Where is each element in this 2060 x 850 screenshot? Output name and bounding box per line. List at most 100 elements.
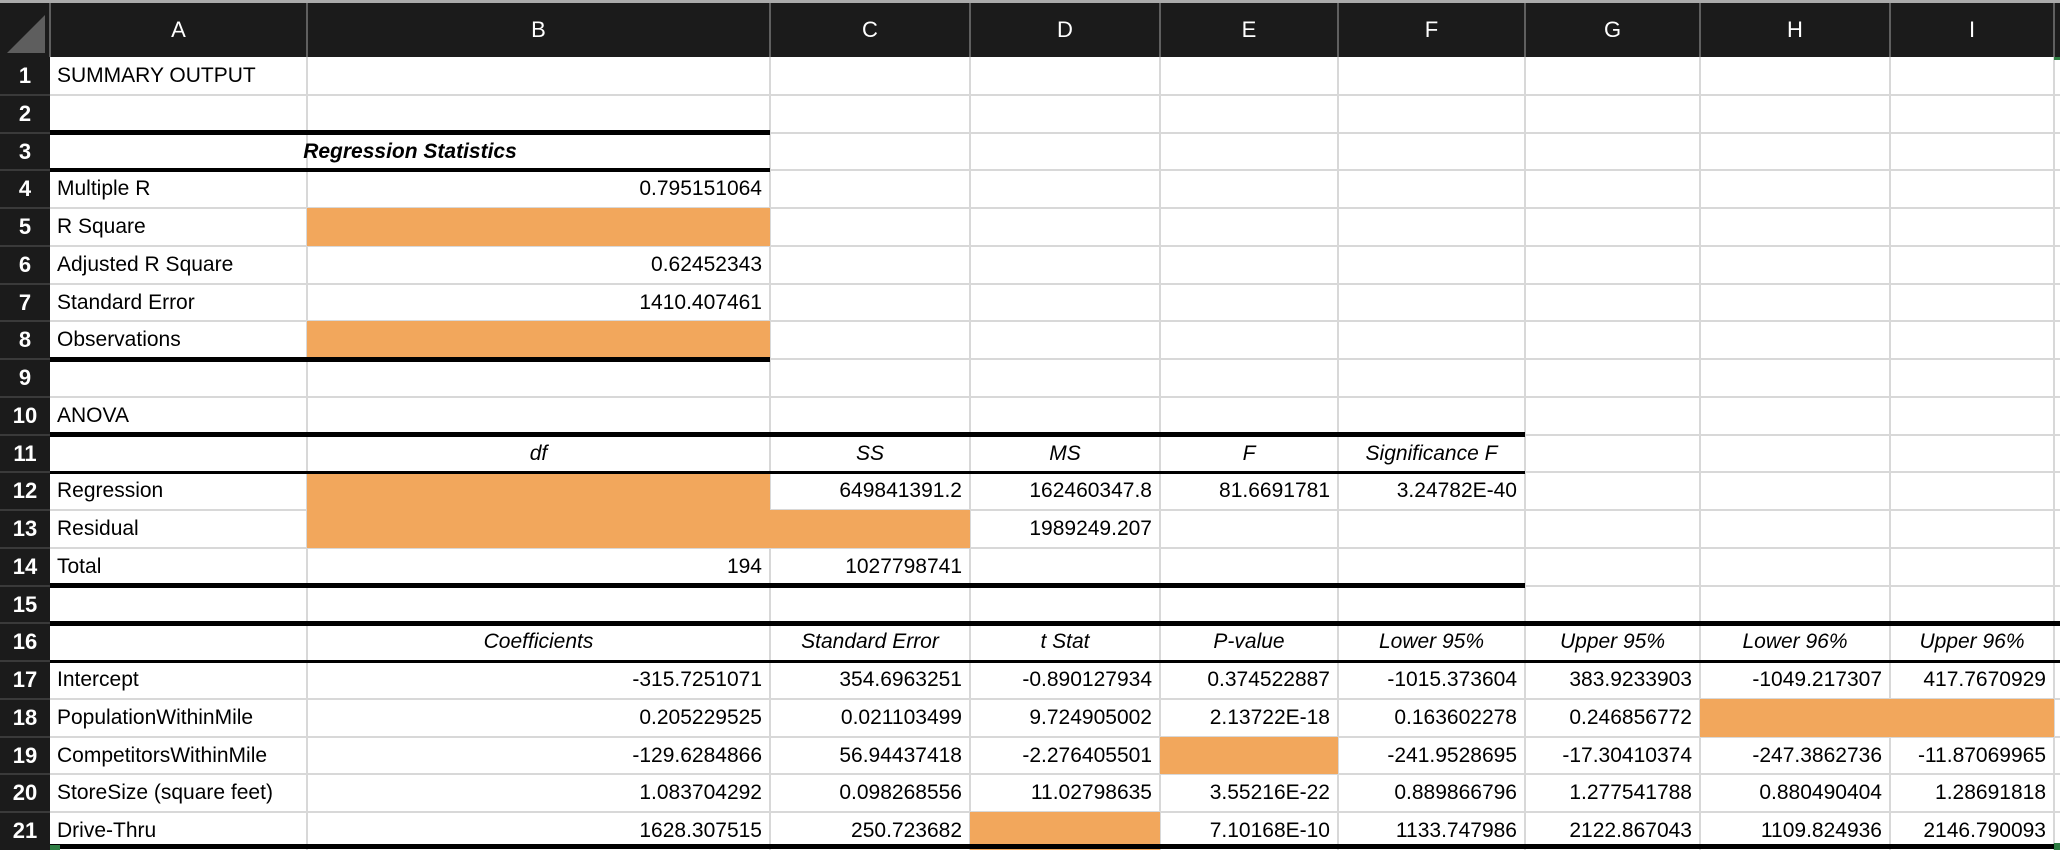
cell-F20[interactable]: 0.889866796 — [1394, 781, 1517, 805]
cell-E20[interactable]: 3.55216E-22 — [1209, 781, 1330, 805]
cell-H19[interactable]: -247.3862736 — [1752, 743, 1882, 767]
cell-C12[interactable]: 649841391.2 — [839, 479, 962, 503]
cell-A4[interactable]: Multiple R — [57, 177, 151, 201]
cell-F19[interactable]: -241.9528695 — [1387, 743, 1517, 767]
cell-A3:B3[interactable]: Regression Statistics — [303, 139, 517, 163]
highlighted-cell-B8[interactable] — [307, 321, 770, 360]
cell-D19[interactable]: -2.276405501 — [1022, 743, 1152, 767]
row-header-1[interactable]: 1 — [18, 63, 32, 88]
cell-H17[interactable]: -1049.217307 — [1752, 668, 1882, 692]
column-header-I[interactable]: I — [1968, 17, 1976, 42]
cell-C19[interactable]: 56.94437418 — [839, 743, 962, 767]
cell-A20[interactable]: StoreSize (square feet) — [57, 781, 273, 805]
cell-I17[interactable]: 417.7670929 — [1923, 668, 2046, 692]
row-header-9[interactable]: 9 — [18, 365, 32, 391]
cell-A14[interactable]: Total — [57, 554, 102, 578]
row-header-8[interactable]: 8 — [18, 327, 32, 353]
cell-E18[interactable]: 2.13722E-18 — [1209, 705, 1330, 729]
column-header-A[interactable]: A — [171, 17, 186, 42]
cell-H20[interactable]: 0.880490404 — [1759, 781, 1882, 805]
cell-G21[interactable]: 2122.867043 — [1569, 819, 1692, 843]
cell-A19[interactable]: CompetitorsWithinMile — [57, 743, 268, 767]
cell-D13[interactable]: 1989249.207 — [1029, 517, 1152, 541]
cell-B17[interactable]: -315.7251071 — [632, 668, 762, 692]
cell-C20[interactable]: 0.098268556 — [839, 781, 962, 805]
cell-B14[interactable]: 194 — [726, 554, 762, 578]
cell-C21[interactable]: 250.723682 — [851, 819, 962, 843]
highlighted-cell-B5[interactable] — [307, 208, 770, 246]
column-header-H[interactable]: H — [1787, 17, 1803, 42]
column-header-E[interactable]: E — [1241, 17, 1257, 42]
row-header-6[interactable]: 6 — [18, 251, 32, 277]
row-header-2[interactable]: 2 — [18, 100, 32, 126]
cell-B18[interactable]: 0.205229525 — [639, 705, 762, 729]
cell-D17[interactable]: -0.890127934 — [1022, 668, 1152, 692]
highlighted-cell-B13:C13[interactable] — [307, 510, 970, 548]
row-header-20[interactable]: 20 — [12, 780, 38, 806]
cell-A1[interactable]: SUMMARY OUTPUT — [57, 64, 256, 87]
cell-C17[interactable]: 354.6963251 — [839, 668, 962, 692]
row-header-15[interactable]: 15 — [12, 591, 38, 617]
cell-D12[interactable]: 162460347.8 — [1029, 479, 1152, 503]
cell-F18[interactable]: 0.163602278 — [1394, 705, 1517, 729]
row-header-4[interactable]: 4 — [18, 176, 32, 202]
row-header-16[interactable]: 16 — [12, 629, 38, 655]
row-header-21[interactable]: 21 — [12, 818, 38, 844]
cell-A7[interactable]: Standard Error — [57, 290, 195, 314]
row-header-19[interactable]: 19 — [12, 742, 38, 768]
cell-F17[interactable]: -1015.373604 — [1387, 668, 1517, 692]
cell-F11[interactable]: Significance F — [1365, 441, 1498, 465]
cell-C14[interactable]: 1027798741 — [845, 554, 962, 578]
cell-F21[interactable]: 1133.747986 — [1395, 819, 1517, 843]
column-header-C[interactable]: C — [862, 17, 878, 42]
cell-A13[interactable]: Residual — [57, 517, 139, 541]
highlighted-cell-H18:I18[interactable] — [1700, 698, 2054, 737]
cell-C16[interactable]: Standard Error — [801, 630, 939, 654]
cell-E21[interactable]: 7.10168E-10 — [1209, 819, 1330, 843]
highlighted-cell-E19[interactable] — [1160, 736, 1338, 775]
cell-I20[interactable]: 1.28691818 — [1935, 781, 2046, 805]
highlighted-cell-B12[interactable] — [307, 472, 770, 511]
select-all-corner[interactable] — [0, 3, 50, 57]
cell-D16[interactable]: t Stat — [1040, 630, 1090, 654]
cell-A12[interactable]: Regression — [57, 479, 164, 503]
column-header-F[interactable]: F — [1424, 17, 1439, 42]
cell-I19[interactable]: -11.87069965 — [1917, 743, 2046, 767]
row-header-12[interactable]: 12 — [12, 478, 38, 504]
cell-G19[interactable]: -17.30410374 — [1562, 743, 1692, 767]
cell-B16[interactable]: Coefficients — [483, 630, 594, 654]
row-header-17[interactable]: 17 — [12, 667, 38, 693]
cell-A6[interactable]: Adjusted R Square — [57, 252, 234, 276]
cell-B20[interactable]: 1.083704292 — [639, 781, 762, 805]
cell-D11[interactable]: MS — [1049, 441, 1081, 465]
cell-H21[interactable]: 1109.824936 — [1760, 819, 1882, 843]
column-header-B[interactable]: B — [531, 17, 546, 42]
column-header-G[interactable]: G — [1603, 17, 1622, 42]
cell-G17[interactable]: 383.9233903 — [1569, 668, 1692, 692]
row-header-10[interactable]: 10 — [12, 402, 38, 428]
cell-G18[interactable]: 0.246856772 — [1569, 705, 1692, 729]
cell-A17[interactable]: Intercept — [57, 668, 139, 692]
cell-B4[interactable]: 0.795151064 — [639, 177, 762, 201]
cell-E11[interactable]: F — [1242, 441, 1256, 465]
row-header-7[interactable]: 7 — [18, 289, 32, 315]
row-header-5[interactable]: 5 — [18, 214, 32, 240]
cell-A18[interactable]: PopulationWithinMile — [57, 705, 254, 729]
row-header-14[interactable]: 14 — [12, 553, 38, 579]
cell-B11[interactable]: df — [529, 441, 548, 465]
cell-A8[interactable]: Observations — [57, 328, 181, 352]
cell-B21[interactable]: 1628.307515 — [639, 819, 762, 843]
cell-H16[interactable]: Lower 96% — [1742, 630, 1848, 654]
cell-C11[interactable]: SS — [855, 441, 884, 465]
cell-F12[interactable]: 3.24782E-40 — [1396, 479, 1517, 503]
cell-E12[interactable]: 81.6691781 — [1219, 479, 1330, 503]
cell-G20[interactable]: 1.277541788 — [1569, 781, 1692, 805]
column-header-D[interactable]: D — [1057, 17, 1073, 42]
cell-I21[interactable]: 2146.790093 — [1923, 819, 2046, 843]
cell-E17[interactable]: 0.374522887 — [1207, 668, 1330, 692]
cell-D18[interactable]: 9.724905002 — [1029, 705, 1152, 729]
cell-A5[interactable]: R Square — [57, 215, 146, 239]
cell-B7[interactable]: 1410.407461 — [639, 290, 762, 314]
row-header-3[interactable]: 3 — [18, 138, 32, 164]
cell-D20[interactable]: 11.02798635 — [1030, 781, 1152, 805]
